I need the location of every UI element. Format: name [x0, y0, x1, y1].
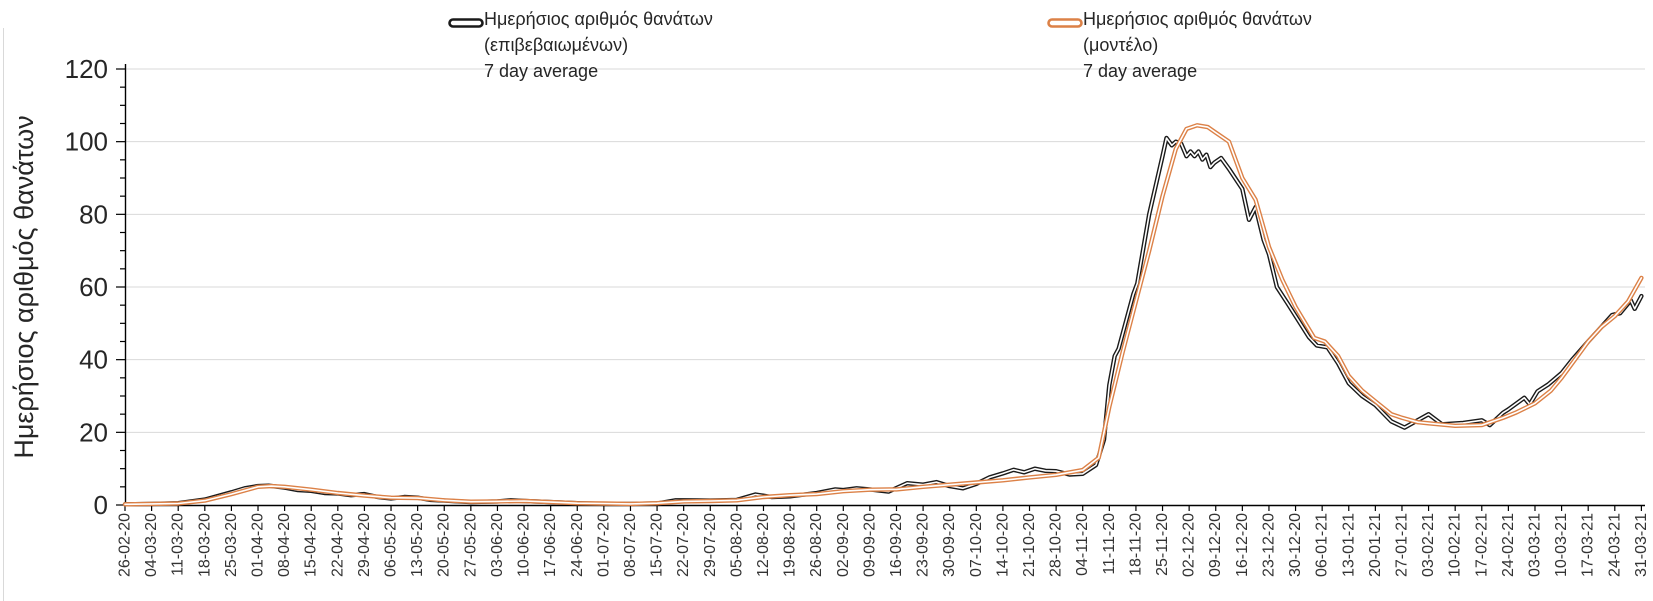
x-tick-label: 01-07-20	[595, 513, 612, 577]
x-tick-label: 24-03-21	[1606, 513, 1623, 577]
x-tick-label: 16-09-20	[888, 513, 905, 577]
x-tick-label: 08-07-20	[622, 513, 639, 577]
legend-entry-model: Ημερήσιος αριθμός θανάτων (μοντέλο) 7 da…	[1047, 6, 1312, 84]
x-tick-label: 24-02-21	[1500, 513, 1517, 577]
x-tick-label: 17-06-20	[542, 513, 559, 577]
x-tick-label: 13-05-20	[409, 513, 426, 577]
x-tick-label: 05-08-20	[728, 513, 745, 577]
x-tick-label: 22-07-20	[675, 513, 692, 577]
x-tick-label: 03-02-21	[1420, 513, 1437, 577]
x-tick-label: 24-06-20	[569, 513, 586, 577]
x-tick-label: 12-08-20	[755, 513, 772, 577]
x-tick-label: 18-11-20	[1127, 513, 1144, 576]
x-tick-label: 25-11-20	[1154, 513, 1171, 576]
x-tick-label: 13-01-21	[1340, 513, 1357, 577]
x-tick-label: 31-03-21	[1633, 513, 1650, 577]
series-confirmed-line-core	[124, 137, 1643, 506]
x-tick-labels: 26-02-20 04-03-20 11-03-20 18-03-20 25-03-20…	[117, 505, 1650, 577]
x-tick-label: 14-10-20	[994, 513, 1011, 577]
x-tick-label: 11-11-20	[1101, 513, 1118, 575]
x-tick-label: 10-03-21	[1553, 513, 1570, 577]
x-tick-label: 27-05-20	[462, 513, 479, 577]
x-tick-label: 23-12-20	[1260, 513, 1277, 577]
x-tick-label: 03-06-20	[489, 513, 506, 577]
x-tick-label: 09-12-20	[1207, 513, 1224, 577]
legend-confirmed-line1: Ημερήσιος αριθμός θανάτων	[484, 9, 713, 29]
x-tick-label: 29-07-20	[702, 513, 719, 577]
x-tick-label: 21-10-20	[1021, 513, 1038, 577]
x-tick-label: 23-09-20	[915, 513, 932, 577]
y-tick-label: 40	[79, 345, 108, 375]
x-tick-label: 09-09-20	[861, 513, 878, 577]
series-confirmed-line	[122, 135, 1644, 507]
y-tick-label: 60	[79, 272, 108, 302]
x-tick-label: 29-04-20	[356, 513, 373, 577]
x-tick-label: 19-08-20	[782, 513, 799, 577]
x-tick-label: 02-09-20	[835, 513, 852, 577]
series-model-line	[122, 123, 1644, 507]
x-tick-label: 07-10-20	[968, 513, 985, 577]
x-tick-label: 10-02-21	[1447, 513, 1464, 577]
x-tick-label: 27-01-21	[1393, 513, 1410, 577]
legend-confirmed-line3: 7 day average	[484, 61, 599, 81]
series-model-line-outer	[122, 123, 1644, 507]
axes	[116, 64, 1645, 507]
x-tick-label: 22-04-20	[329, 513, 346, 577]
gridlines	[125, 68, 1645, 433]
y-tick-label: 80	[79, 199, 108, 229]
x-tick-label: 30-09-20	[941, 513, 958, 577]
legend-model-line1: Ημερήσιος αριθμός θανάτων	[1083, 9, 1312, 29]
x-tick-label: 26-02-20	[117, 513, 134, 577]
plot-area: 0 20 40 60 80 100 120 26-02-20 04-03-20 11-03-20 1…	[3, 28, 1650, 601]
series-model-line-core	[124, 124, 1643, 506]
x-tick-label: 02-12-20	[1181, 513, 1198, 577]
y-tick-label: 120	[65, 54, 108, 84]
series-confirmed-line-outer	[122, 135, 1644, 507]
legend-model-line3: 7 day average	[1083, 61, 1198, 81]
x-tick-label: 17-03-21	[1580, 513, 1597, 577]
x-tick-label: 18-03-20	[196, 513, 213, 577]
x-tick-label: 04-11-20	[1074, 513, 1091, 576]
x-tick-label: 06-01-21	[1314, 513, 1331, 577]
x-tick-label: 26-08-20	[808, 513, 825, 577]
y-tick-labels: 0 20 40 60 80 100 120	[65, 54, 108, 520]
x-tick-label: 10-06-20	[516, 513, 533, 577]
x-tick-label: 28-10-20	[1048, 513, 1065, 577]
x-tick-label: 20-01-21	[1367, 513, 1384, 577]
x-tick-label: 16-12-20	[1234, 513, 1251, 577]
x-tick-label: 11-03-20	[170, 513, 187, 576]
legend-model-line2: (μοντέλο)	[1083, 35, 1159, 55]
x-tick-label: 15-04-20	[303, 513, 320, 577]
y-tick-label: 100	[65, 127, 108, 157]
x-tick-label: 17-02-21	[1473, 513, 1490, 577]
x-tick-label: 08-04-20	[276, 513, 293, 577]
x-tick-label: 06-05-20	[383, 513, 400, 577]
y-tick-label: 20	[79, 417, 108, 447]
y-tick-label: 0	[94, 490, 108, 520]
legend-marker-model-icon	[1047, 18, 1083, 28]
x-tick-label: 30-12-20	[1287, 513, 1304, 577]
y-axis-title: Ημερήσιος αριθμός θανάτων	[9, 115, 39, 458]
x-tick-label: 01-04-20	[250, 513, 267, 577]
x-tick-label: 20-05-20	[436, 513, 453, 577]
legend-marker-confirmed-icon	[448, 18, 484, 28]
x-tick-label: 03-03-21	[1526, 513, 1543, 577]
legend-confirmed-line2: (επιβεβαιωμένων)	[484, 35, 629, 55]
legend-entry-confirmed: Ημερήσιος αριθμός θανάτων (επιβεβαιωμένω…	[448, 6, 713, 84]
x-tick-label: 04-03-20	[143, 513, 160, 577]
x-tick-label: 15-07-20	[649, 513, 666, 577]
x-tick-label: 25-03-20	[223, 513, 240, 577]
